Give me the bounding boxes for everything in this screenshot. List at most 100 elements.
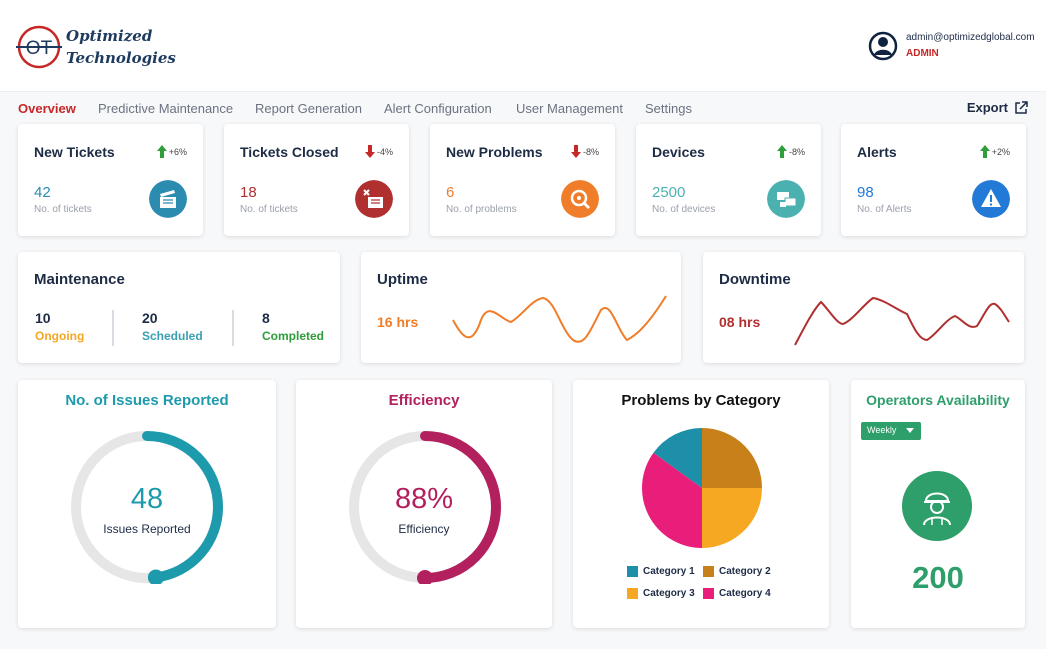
export-button[interactable]: Export: [967, 100, 1028, 115]
stat-card-new-problems[interactable]: New Problems -8% 6 No. of problems: [430, 124, 615, 236]
tab-user-management[interactable]: User Management: [516, 101, 623, 116]
tab-settings[interactable]: Settings: [645, 101, 692, 116]
maintenance-value: 10: [35, 310, 51, 326]
stat-change: -4%: [364, 145, 393, 158]
stat-value: 2500: [652, 184, 686, 201]
tab-report-generation[interactable]: Report Generation: [255, 101, 362, 116]
stat-card-devices[interactable]: Devices -8% 2500 No. of devices: [636, 124, 821, 236]
stat-title: New Tickets: [34, 144, 115, 160]
stat-change: -8%: [570, 145, 599, 158]
stat-card-alerts[interactable]: Alerts +2% 98 No. of Alerts: [841, 124, 1026, 236]
problems-by-category-card[interactable]: Problems by Category Category 1 Category…: [573, 380, 829, 628]
arrow-up-icon: [776, 145, 787, 158]
issues-ring-arc: [71, 431, 223, 583]
tab-overview[interactable]: Overview: [18, 101, 76, 116]
legend-swatch: [703, 566, 714, 577]
operators-availability-card[interactable]: Operators Availability Weekly 200: [851, 380, 1025, 628]
legend-item-category-3: Category 3: [627, 588, 695, 599]
uptime-card[interactable]: Uptime 16 hrs: [361, 252, 681, 363]
stat-card-new-tickets[interactable]: New Tickets +6% 42 No. of tickets: [18, 124, 203, 236]
divider: [112, 310, 114, 346]
problem-search-icon: [561, 180, 599, 218]
stat-title: Devices: [652, 144, 705, 160]
maintenance-scheduled: 20 Scheduled: [142, 310, 203, 343]
stat-subtitle: No. of Alerts: [857, 204, 912, 215]
operators-title: Operators Availability: [866, 392, 1010, 408]
brand-logo[interactable]: OT Optimized Technologies: [16, 22, 176, 72]
arrow-up-icon: [979, 145, 990, 158]
period-dropdown[interactable]: Weekly: [861, 422, 921, 440]
devices-icon: [767, 180, 805, 218]
pie-slice-category-3[interactable]: [702, 488, 762, 548]
stat-change: +2%: [979, 145, 1010, 158]
pie-slice-category-4[interactable]: [642, 452, 702, 548]
maintenance-completed: 8 Completed: [262, 310, 324, 343]
period-selected: Weekly: [867, 425, 897, 435]
stat-card-tickets-closed[interactable]: Tickets Closed -4% 18 No. of tickets: [224, 124, 409, 236]
tab-predictive-maintenance[interactable]: Predictive Maintenance: [98, 101, 234, 116]
issues-ring-chart: [71, 431, 223, 584]
stat-value: 42: [34, 184, 51, 201]
worker-icon: [923, 492, 951, 526]
legend-item-category-2: Category 2: [703, 566, 771, 577]
worker-icon-badge: [902, 471, 972, 541]
problems-pie-chart: [642, 428, 762, 548]
export-label: Export: [966, 100, 1008, 115]
warning-icon: [972, 180, 1010, 218]
issues-reported-card[interactable]: No. of Issues Reported 48 Issues Reporte…: [18, 380, 276, 628]
efficiency-label: Efficiency: [398, 522, 450, 536]
user-role: ADMIN: [906, 48, 939, 59]
stat-change: -8%: [776, 145, 805, 158]
issues-title: No. of Issues Reported: [65, 392, 229, 409]
efficiency-ring-knob: [417, 570, 433, 584]
stat-subtitle: No. of problems: [446, 204, 517, 215]
stat-title: Tickets Closed: [240, 144, 339, 160]
external-link-icon: [1015, 100, 1028, 114]
issues-ring-knob: [147, 569, 164, 584]
legend-item-category-1: Category 1: [627, 566, 695, 577]
issues-value: 48: [130, 483, 164, 515]
arrow-down-icon: [570, 145, 581, 158]
stat-value: 18: [240, 184, 257, 201]
maintenance-card[interactable]: Maintenance 10 Ongoing 20 Scheduled 8 Co…: [18, 252, 340, 363]
stat-subtitle: No. of tickets: [240, 204, 298, 215]
uptime-sparkline: [452, 295, 667, 343]
stat-subtitle: No. of tickets: [34, 204, 92, 215]
divider: [232, 310, 234, 346]
maintenance-value: 8: [262, 310, 270, 326]
efficiency-card[interactable]: Efficiency 88% Efficiency: [296, 380, 552, 628]
tab-alert-configuration[interactable]: Alert Configuration: [384, 101, 492, 116]
stat-value: 6: [446, 184, 455, 201]
operators-count: 200: [912, 560, 964, 595]
downtime-card[interactable]: Downtime 08 hrs: [703, 252, 1024, 363]
efficiency-value: 88%: [394, 483, 454, 515]
chevron-down-icon: [906, 428, 914, 433]
stat-subtitle: No. of devices: [652, 204, 716, 215]
maintenance-label: Ongoing: [35, 329, 85, 343]
brand-line-1: Optimized: [66, 27, 153, 45]
user-email: admin@optimizedglobal.com: [906, 32, 1035, 43]
efficiency-title: Efficiency: [388, 392, 460, 409]
downtime-sparkline: [794, 296, 1010, 346]
brand-logo-mark: OT: [16, 25, 62, 69]
legend-item-category-4: Category 4: [703, 588, 771, 599]
user-profile[interactable]: admin@optimizedglobal.com ADMIN: [868, 30, 1043, 64]
stat-change: +6%: [156, 145, 187, 158]
uptime-title: Uptime: [377, 271, 428, 288]
main-nav: Overview Predictive Maintenance Report G…: [0, 92, 1046, 124]
issues-label: Issues Reported: [103, 522, 191, 536]
user-avatar-icon[interactable]: [868, 31, 898, 61]
legend-swatch: [703, 588, 714, 599]
brand-line-2: Technologies: [66, 49, 176, 67]
legend-swatch: [627, 588, 638, 599]
legend-swatch: [627, 566, 638, 577]
stat-value: 98: [857, 184, 874, 201]
arrow-up-icon: [156, 145, 167, 158]
pie-slice-category-1[interactable]: [653, 428, 702, 488]
pie-slice-category-2[interactable]: [702, 428, 762, 488]
efficiency-ring-chart: [349, 431, 501, 584]
chart-title: Problems by Category: [621, 392, 781, 409]
downtime-value: 08 hrs: [719, 314, 761, 330]
brand-mark-text: OT: [26, 38, 53, 59]
maintenance-value: 20: [142, 310, 158, 326]
